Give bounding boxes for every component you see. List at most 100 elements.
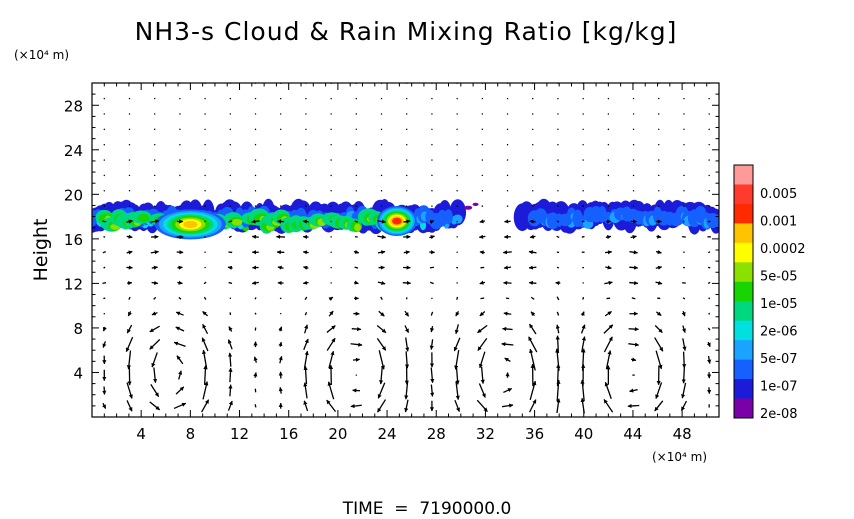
wind-vector [227,400,233,411]
wind-vector [431,97,433,100]
wind-vector [707,266,711,269]
wind-vector [681,382,687,399]
wind-vector [431,174,433,177]
wind-vector [202,381,209,400]
colorbar-swatch [734,184,753,205]
wind-vector [431,189,433,192]
wind-vector [456,113,459,115]
wind-vector [153,113,156,115]
wind-vector [582,189,584,192]
wind-vector [630,234,637,240]
wind-vector [204,205,207,208]
wind-vector [303,382,308,399]
wind-vector [580,324,586,334]
wind-vector [302,219,309,224]
wind-vector [528,323,537,335]
wind-vector [352,357,361,362]
wind-vector [501,342,514,347]
wind-vector [254,404,257,408]
wind-vector [531,159,534,161]
wind-vector [682,297,686,300]
wind-vector [501,403,514,408]
wind-vector [151,352,158,368]
wind-vector [254,97,257,100]
wind-vector [403,219,411,224]
wind-vector [326,337,336,351]
wind-vector [657,143,660,146]
colorbar-swatch [734,340,753,361]
wind-vector [604,381,612,399]
wind-vector [254,174,257,177]
wind-vector [683,251,685,254]
wind-vector [279,159,282,161]
wind-vector [278,355,283,364]
wind-vector [102,341,107,348]
wind-vector [556,266,560,269]
y-tick-label: 24 [64,142,83,160]
wind-vector [456,220,458,223]
wind-vector [376,338,387,351]
wind-vector [229,128,232,131]
colorbar-swatch [734,379,753,399]
wind-vector [102,326,107,332]
x-tick-label: 12 [230,425,249,443]
wind-vector [173,402,187,410]
wind-vector [682,338,687,351]
wind-vector-field [102,83,712,414]
y-tick-label: 4 [73,364,83,382]
wind-vector [556,379,561,402]
wind-vector [479,250,485,255]
cloud-cell [392,217,402,225]
wind-vector [304,205,307,208]
wind-vector [153,296,157,300]
wind-vector [708,174,711,177]
wind-vector [228,384,233,397]
wind-vector [430,367,435,384]
wind-vector [330,97,332,100]
colorbar-label: 0.0002 [760,242,806,257]
wind-vector [204,97,206,100]
wind-vector [204,128,206,131]
wind-vector [128,113,131,115]
wind-vector [202,310,209,317]
wind-vector [479,280,486,285]
wind-vector [126,324,133,334]
wind-vector [708,113,711,115]
wind-vector [303,324,309,334]
wind-vector [683,97,685,100]
wind-vector [604,280,613,285]
wind-vector [430,325,435,333]
wind-vector [581,348,586,371]
wind-vector [477,337,488,351]
wind-vector [683,220,685,223]
wind-vector [683,113,685,115]
wind-vector [229,97,232,100]
wind-vector [377,399,387,413]
wind-vector [328,350,335,369]
wind-vector [430,281,434,285]
wind-vector [254,143,257,146]
cloud-cell [183,220,198,229]
wind-vector [175,386,185,395]
wind-vector [431,297,433,300]
wind-vector [682,235,686,238]
wind-vector [555,324,560,334]
wind-vector [655,265,663,270]
wind-vector [149,339,161,350]
wind-vector [351,327,362,332]
wind-vector [103,113,106,115]
wind-vector [277,265,284,270]
colorbar-label: 0.001 [760,215,797,230]
wind-vector [303,365,308,385]
wind-vector [530,296,535,300]
wind-vector [229,189,232,192]
wind-vector [628,327,639,332]
wind-vector [377,219,386,224]
wind-vector [629,280,639,286]
wind-vector [707,327,711,331]
wind-vector [431,128,433,131]
wind-vector [429,235,435,240]
wind-vector [380,128,383,131]
wind-vector [680,400,688,411]
wind-vector [632,205,635,207]
